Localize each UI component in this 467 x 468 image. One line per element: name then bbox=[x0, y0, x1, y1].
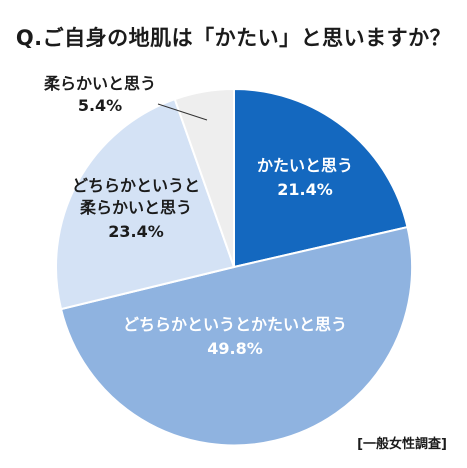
pie-slice-3 bbox=[55, 97, 236, 311]
slice-3-label-line-2: 柔らかいと思う bbox=[79, 198, 192, 217]
slice-1-value-label: 21.4% bbox=[277, 180, 333, 199]
slice-4-label-line-1: 柔らかいと思う bbox=[43, 74, 156, 93]
slice-3-value-label: 23.4% bbox=[108, 222, 164, 241]
pie-slice-1 bbox=[233, 87, 409, 269]
slice-3-label-line-1: どちらかというと bbox=[72, 176, 200, 195]
slice-2-value-label: 49.8% bbox=[207, 339, 263, 358]
slice-4-value-label: 5.4% bbox=[78, 96, 122, 115]
pie-slice-2 bbox=[59, 225, 414, 447]
slice-2-label-line-1: どちらかというとかたいと思う bbox=[123, 315, 347, 334]
slice-1-label-line-1: かたいと思う bbox=[257, 156, 353, 175]
chart-title: Q.ご自身の地肌は「かたい」と思いますか？ bbox=[15, 26, 452, 50]
survey-source-note: [一般女性調査] bbox=[357, 437, 447, 452]
pie-slice-4 bbox=[173, 87, 235, 268]
slice-4-leader-line bbox=[157, 103, 208, 121]
